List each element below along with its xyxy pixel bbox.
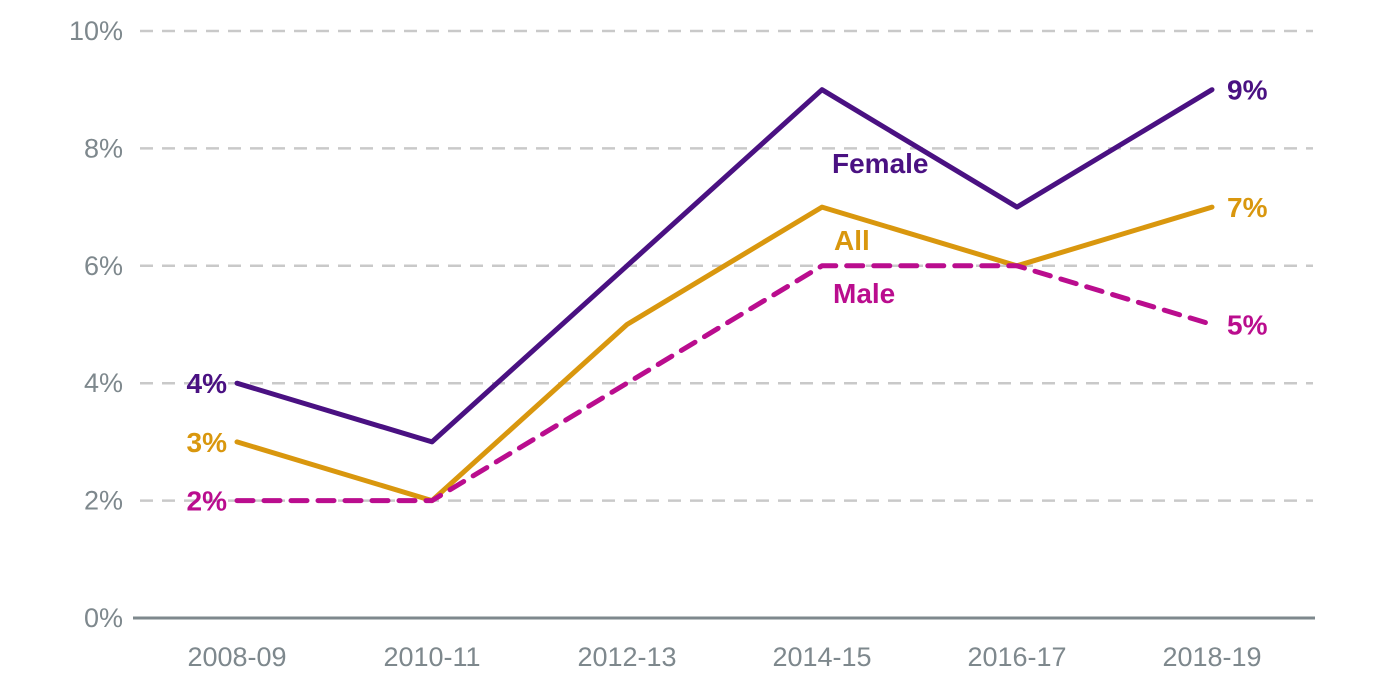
series-name-label-male: Male	[833, 278, 895, 309]
series-end-value-male: 5%	[1227, 310, 1268, 341]
x-tick-label-2010-11: 2010-11	[383, 642, 480, 672]
series-name-label-female: Female	[832, 148, 929, 179]
series-name-label-all: All	[834, 225, 870, 256]
series-line-female	[234, 87, 1215, 445]
y-tick-label-10%: 10%	[69, 16, 123, 46]
series-start-value-all: 3%	[187, 427, 228, 458]
series-line-male	[234, 263, 1215, 504]
y-tick-label-8%: 8%	[84, 133, 123, 163]
series-end-value-female: 9%	[1227, 75, 1268, 106]
x-tick-label-2012-13: 2012-13	[577, 642, 676, 672]
series-line-all	[234, 204, 1215, 504]
y-tick-label-6%: 6%	[84, 251, 123, 281]
y-tick-label-0%: 0%	[84, 603, 123, 633]
y-tick-label-2%: 2%	[84, 486, 123, 516]
x-tick-label-2014-15: 2014-15	[772, 642, 871, 672]
y-tick-label-4%: 4%	[84, 368, 123, 398]
series-start-value-male: 2%	[187, 486, 228, 517]
series-end-value-all: 7%	[1227, 192, 1268, 223]
x-tick-label-2008-09: 2008-09	[187, 642, 286, 672]
x-tick-label-2018-19: 2018-19	[1162, 642, 1261, 672]
series-start-value-female: 4%	[187, 368, 228, 399]
x-tick-label-2016-17: 2016-17	[967, 642, 1066, 672]
